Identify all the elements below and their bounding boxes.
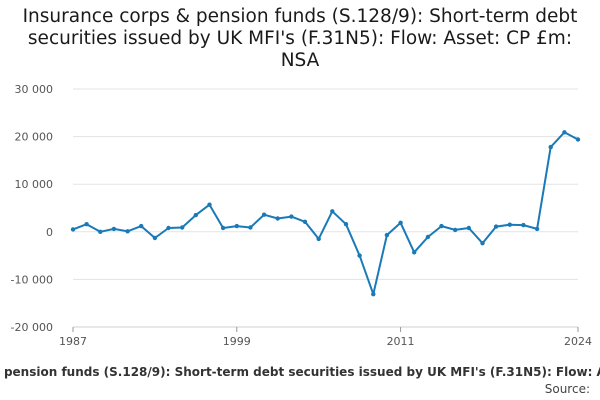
- y-tick-label: 0: [46, 226, 53, 239]
- data-point: [439, 223, 444, 229]
- data-point: [453, 227, 458, 233]
- data-point: [234, 223, 239, 229]
- data-point: [302, 219, 308, 224]
- data-point: [289, 214, 294, 219]
- legend-label: Insurance corps & pension funds (S.128/9…: [0, 365, 600, 379]
- data-point: [330, 209, 335, 214]
- y-tick-label: 10 000: [15, 178, 54, 191]
- data-point: [220, 225, 226, 231]
- x-tick-label: 1987: [59, 335, 87, 348]
- y-tick-label: 30 000: [15, 83, 54, 96]
- data-point: [152, 235, 158, 241]
- data-point: [125, 229, 130, 234]
- data-point: [534, 226, 540, 232]
- data-point: [193, 212, 198, 218]
- data-point: [207, 202, 212, 207]
- series-line: [72, 131, 579, 296]
- data-point: [507, 222, 512, 227]
- y-tick-label: -10 000: [11, 273, 53, 286]
- data-point: [548, 144, 553, 150]
- data-point: [261, 212, 267, 217]
- data-point: [166, 225, 171, 231]
- data-point: [425, 234, 431, 240]
- legend: Insurance corps & pension funds (S.128/9…: [0, 365, 600, 383]
- data-point: [139, 223, 144, 229]
- data-point: [480, 241, 485, 246]
- data-point: [357, 253, 362, 258]
- x-tick-label: 1999: [223, 335, 251, 348]
- data-point: [343, 222, 349, 227]
- data-point: [98, 229, 103, 234]
- grid-lines: [73, 88, 578, 328]
- x-tick-label: 2024: [564, 335, 592, 348]
- data-point: [412, 250, 417, 255]
- data-point: [562, 130, 567, 135]
- data-point: [371, 292, 376, 297]
- y-tick-label: -20 000: [11, 321, 53, 334]
- data-point: [493, 224, 499, 229]
- series-group: [70, 130, 581, 297]
- data-point: [275, 216, 280, 221]
- data-point: [398, 220, 403, 225]
- y-tick-label: 20 000: [15, 131, 54, 144]
- y-axis: -20 000 -10 000 0 10 000 20 000 30 000: [11, 83, 53, 334]
- x-axis: 1987 1999 2011 2024: [59, 326, 592, 348]
- data-point: [180, 225, 185, 230]
- data-point: [521, 222, 526, 228]
- x-tick-label: 2011: [387, 335, 415, 348]
- data-point: [384, 232, 390, 238]
- chart-title: Insurance corps & pension funds (S.128/9…: [22, 6, 578, 71]
- data-point: [111, 226, 117, 232]
- data-point: [316, 236, 321, 242]
- data-point: [70, 227, 76, 232]
- data-point: [575, 137, 581, 142]
- source-label: Source:: [544, 382, 590, 396]
- data-point: [84, 222, 89, 227]
- data-point: [466, 225, 471, 231]
- data-point: [248, 225, 253, 230]
